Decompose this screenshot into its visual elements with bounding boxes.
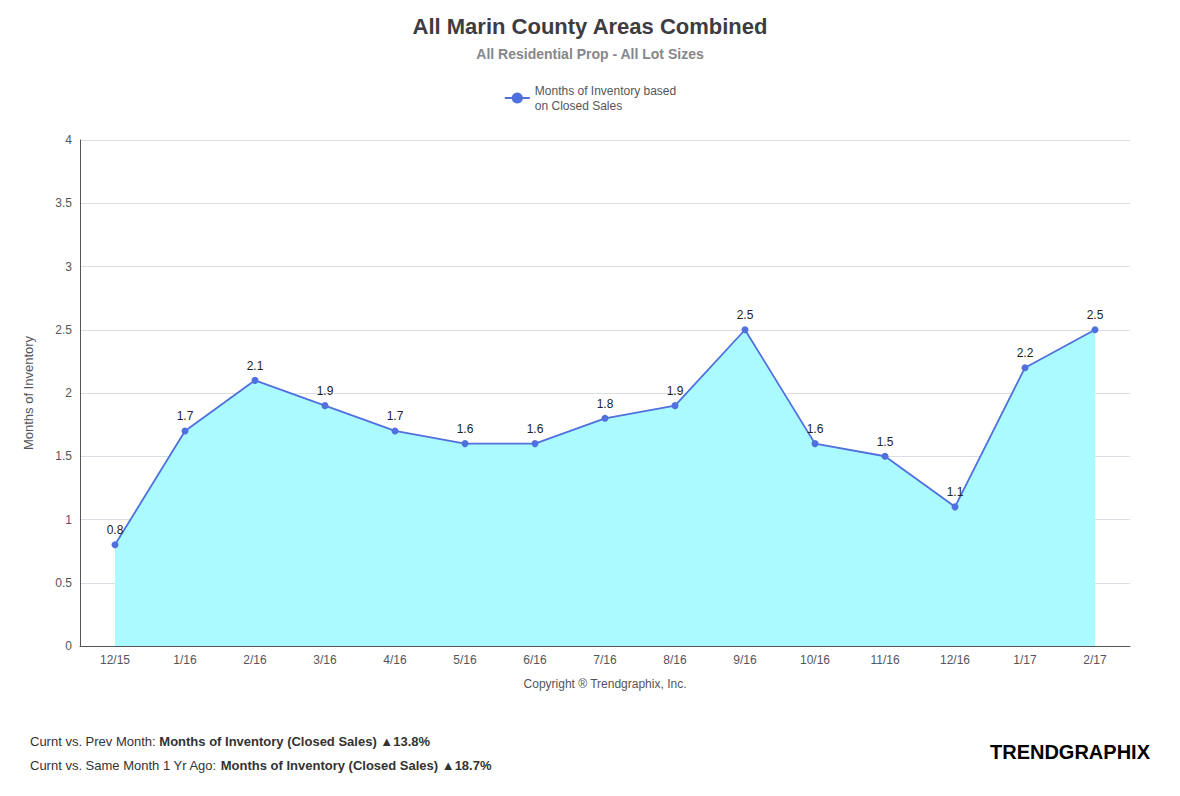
svg-text:2/17: 2/17 (1083, 653, 1107, 667)
svg-text:on Closed Sales: on Closed Sales (535, 99, 622, 113)
svg-text:12/15: 12/15 (100, 653, 130, 667)
svg-text:2.5: 2.5 (55, 323, 72, 337)
svg-text:TREND: TREND (990, 741, 1059, 763)
svg-text:Months of Inventory (Closed Sa: Months of Inventory (Closed Sales) (159, 734, 376, 749)
svg-text:9/16: 9/16 (733, 653, 757, 667)
svg-text:1.9: 1.9 (667, 384, 684, 398)
svg-text:All Residential Prop - All Lot: All Residential Prop - All Lot Sizes (476, 46, 704, 62)
svg-text:▲18.7%: ▲18.7% (442, 758, 492, 773)
svg-text:2.1: 2.1 (247, 359, 264, 373)
svg-text:1.7: 1.7 (387, 409, 404, 423)
svg-text:Months of Inventory: Months of Inventory (21, 335, 36, 450)
svg-text:1.1: 1.1 (947, 485, 964, 499)
svg-text:5/16: 5/16 (453, 653, 477, 667)
svg-text:3: 3 (65, 260, 72, 274)
svg-text:GRAPHIX: GRAPHIX (1059, 741, 1151, 763)
svg-text:4/16: 4/16 (383, 653, 407, 667)
svg-text:1.6: 1.6 (457, 422, 474, 436)
svg-text:10/16: 10/16 (800, 653, 830, 667)
svg-text:Curnt vs. Same Month 1 Yr Ago:: Curnt vs. Same Month 1 Yr Ago: (30, 758, 216, 773)
svg-text:8/16: 8/16 (663, 653, 687, 667)
svg-text:2/16: 2/16 (243, 653, 267, 667)
svg-text:7/16: 7/16 (593, 653, 617, 667)
svg-text:0.5: 0.5 (55, 576, 72, 590)
svg-text:1.5: 1.5 (55, 449, 72, 463)
svg-text:Months of Inventory (Closed Sa: Months of Inventory (Closed Sales) (221, 758, 438, 773)
svg-text:▲13.8%: ▲13.8% (380, 734, 430, 749)
svg-text:1.6: 1.6 (527, 422, 544, 436)
svg-text:Curnt vs. Prev Month:: Curnt vs. Prev Month: (30, 734, 156, 749)
svg-text:1.6: 1.6 (807, 422, 824, 436)
svg-text:11/16: 11/16 (870, 653, 899, 667)
svg-text:1.8: 1.8 (597, 397, 614, 411)
svg-text:3.5: 3.5 (55, 196, 72, 210)
svg-text:0.8: 0.8 (107, 523, 124, 537)
svg-text:1: 1 (65, 513, 72, 527)
svg-text:1/16: 1/16 (173, 653, 197, 667)
svg-text:1/17: 1/17 (1013, 653, 1037, 667)
svg-text:0: 0 (65, 639, 72, 653)
svg-text:3/16: 3/16 (313, 653, 337, 667)
svg-text:12/16: 12/16 (940, 653, 970, 667)
svg-text:1.5: 1.5 (877, 435, 894, 449)
svg-text:1.7: 1.7 (177, 409, 194, 423)
svg-text:Copyright ® Trendgraphix, Inc.: Copyright ® Trendgraphix, Inc. (524, 677, 687, 691)
svg-text:All Marin County Areas Combine: All Marin County Areas Combined (413, 14, 768, 39)
svg-text:2: 2 (65, 386, 72, 400)
svg-text:4: 4 (65, 133, 72, 147)
svg-text:6/16: 6/16 (523, 653, 547, 667)
svg-text:1.9: 1.9 (317, 384, 334, 398)
svg-text:2.2: 2.2 (1017, 346, 1034, 360)
svg-text:Months of Inventory based: Months of Inventory based (535, 84, 676, 98)
svg-text:2.5: 2.5 (737, 308, 754, 322)
svg-text:2.5: 2.5 (1087, 308, 1104, 322)
